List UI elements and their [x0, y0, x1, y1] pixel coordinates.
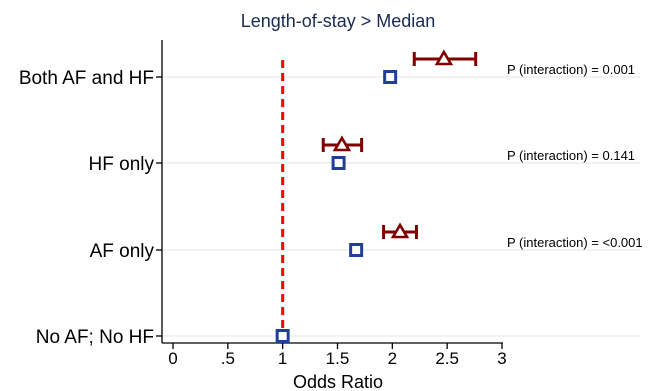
gridlines	[162, 76, 640, 337]
x-tick-label: 3	[497, 349, 506, 368]
x-axis-label: Odds Ratio	[293, 372, 383, 391]
interaction-p-value: P (interaction) = <0.001	[507, 235, 643, 250]
square-marker	[383, 70, 398, 84]
annotations: P (interaction) = 0.001 P (interaction) =…	[507, 62, 643, 250]
triangle-marker	[390, 222, 410, 239]
x-tick-label: 2.5	[435, 349, 459, 368]
chart-title: Length-of-stay > Median	[241, 11, 436, 31]
axes	[156, 40, 503, 349]
x-tick-label: .5	[221, 349, 235, 368]
square-marker	[275, 329, 290, 343]
y-tick-label: No AF; No HF	[36, 327, 154, 348]
x-tick-label: 1.5	[326, 349, 350, 368]
interaction-p-value: P (interaction) = 0.001	[507, 62, 635, 77]
data-marks	[275, 49, 478, 343]
x-tick-label: 2	[388, 349, 397, 368]
x-tick-label: 0	[168, 349, 177, 368]
y-tick-label: AF only	[90, 241, 155, 262]
x-tick-label: 1	[278, 349, 287, 368]
square-marker	[331, 156, 346, 170]
y-tick-label: HF only	[89, 154, 155, 175]
interaction-p-value: P (interaction) = 0.141	[507, 148, 635, 163]
triangle-marker	[434, 49, 454, 66]
x-tick-labels: 0 .5 1 1.5 2 2.5 3	[168, 349, 506, 368]
y-tick-labels: Both AF and HF HF only AF only No AF; No HF	[19, 68, 155, 348]
square-marker	[349, 243, 364, 257]
y-tick-label: Both AF and HF	[19, 68, 154, 89]
triangle-marker	[332, 135, 352, 152]
